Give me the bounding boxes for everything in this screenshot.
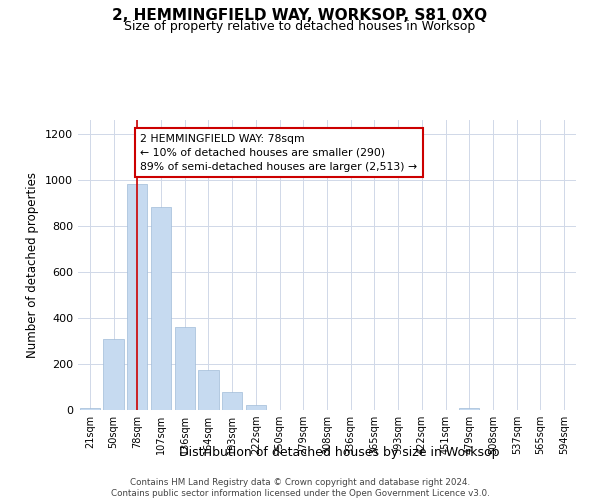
Bar	[246, 406, 266, 410]
Bar	[222, 392, 242, 410]
Bar	[459, 408, 479, 410]
Bar	[151, 208, 171, 410]
Bar	[103, 338, 124, 410]
Bar	[175, 327, 195, 410]
Text: Size of property relative to detached houses in Worksop: Size of property relative to detached ho…	[124, 20, 476, 33]
Bar	[199, 370, 218, 410]
Text: 2, HEMMINGFIELD WAY, WORKSOP, S81 0XQ: 2, HEMMINGFIELD WAY, WORKSOP, S81 0XQ	[112, 8, 488, 22]
Y-axis label: Number of detached properties: Number of detached properties	[26, 172, 40, 358]
Text: Contains HM Land Registry data © Crown copyright and database right 2024.
Contai: Contains HM Land Registry data © Crown c…	[110, 478, 490, 498]
Bar	[127, 184, 148, 410]
Text: 2 HEMMINGFIELD WAY: 78sqm
← 10% of detached houses are smaller (290)
89% of semi: 2 HEMMINGFIELD WAY: 78sqm ← 10% of detac…	[140, 134, 417, 172]
Bar	[80, 408, 100, 410]
Text: Distribution of detached houses by size in Worksop: Distribution of detached houses by size …	[179, 446, 499, 459]
